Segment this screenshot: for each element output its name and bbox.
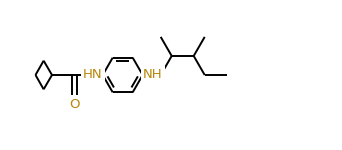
Text: HN: HN bbox=[83, 69, 103, 81]
Text: NH: NH bbox=[143, 69, 162, 81]
Text: O: O bbox=[69, 98, 79, 111]
